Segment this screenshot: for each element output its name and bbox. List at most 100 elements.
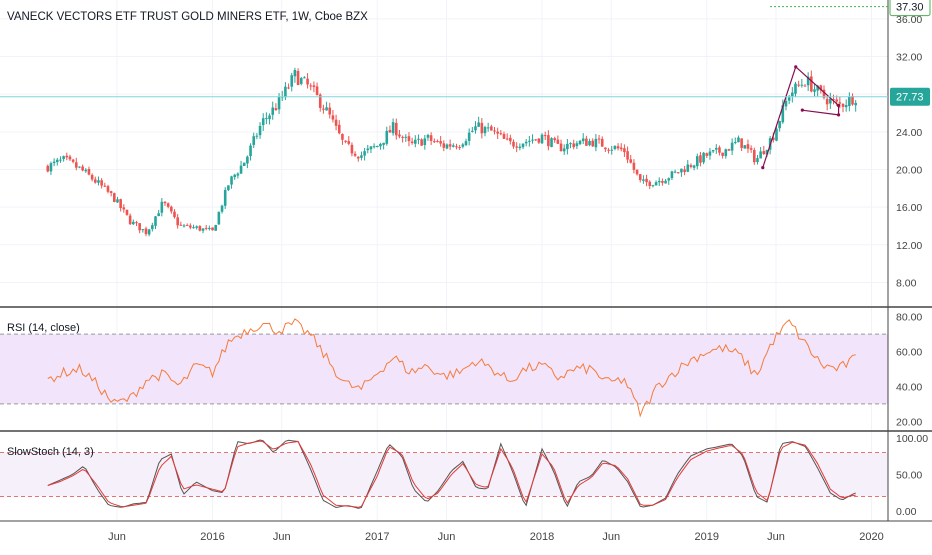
candle-body <box>537 138 541 143</box>
rsi-tick-label: 20.00 <box>896 416 922 428</box>
rsi-tick-label: 40.00 <box>896 381 922 393</box>
candle-body <box>512 141 515 147</box>
candle-body <box>182 225 186 227</box>
x-tick-label: 2019 <box>695 531 719 543</box>
candle-body <box>366 148 370 151</box>
candle-body <box>103 185 107 187</box>
stoch-pane-title: SlowStoch (14, 3) <box>7 446 94 458</box>
wedge-pattern-drawing[interactable] <box>761 65 841 170</box>
candle-body <box>572 143 576 148</box>
candle-body <box>540 134 544 144</box>
candle-body <box>651 185 655 187</box>
candle-body <box>705 153 709 156</box>
candle-body <box>436 141 439 143</box>
x-tick-label: Jun <box>273 531 291 543</box>
candle-body <box>261 118 265 126</box>
candle-body <box>429 135 433 141</box>
candle-body <box>100 180 103 186</box>
candle-body <box>575 143 579 147</box>
candle-body <box>87 168 91 175</box>
candle-body <box>385 130 389 144</box>
candle-body <box>74 162 78 168</box>
candle-body <box>328 107 332 115</box>
candle-body <box>642 179 645 181</box>
candle-body <box>204 227 208 229</box>
candle-body <box>832 99 835 101</box>
candle-body <box>825 98 829 105</box>
candle-body <box>249 145 252 157</box>
candle-body <box>306 78 309 85</box>
candle-body <box>569 143 572 145</box>
candle-body <box>217 212 221 225</box>
candle-body <box>293 69 297 77</box>
candle-body <box>214 225 217 231</box>
candle-body <box>778 121 781 129</box>
candle-body <box>265 118 268 120</box>
candle-body <box>531 139 534 141</box>
candle-body <box>189 225 192 228</box>
candle-body <box>68 156 72 160</box>
candle-body <box>578 140 582 145</box>
candle-body <box>490 126 493 131</box>
candle-body <box>648 181 652 186</box>
candle-body <box>480 122 484 134</box>
candle-body <box>657 180 661 183</box>
candle-body <box>670 171 674 179</box>
x-tick-label: Jun <box>108 531 126 543</box>
high-marker-badge <box>889 0 931 17</box>
candle-body <box>604 147 607 150</box>
candle-body <box>268 115 271 120</box>
candle-body <box>303 77 306 79</box>
candle-body <box>550 138 553 148</box>
candle-body <box>360 155 363 158</box>
candle-body <box>239 165 243 174</box>
candle-body <box>299 78 303 84</box>
candle-body <box>287 87 290 89</box>
candle-body <box>772 137 775 141</box>
candle-body <box>752 150 756 163</box>
candle-body <box>109 191 113 194</box>
rsi-line <box>47 318 856 418</box>
price-tick-label: 16.00 <box>896 202 922 214</box>
candle-body <box>784 100 788 107</box>
candle-body <box>198 226 202 231</box>
chart-title: VANECK VECTORS ETF TRUST GOLD MINERS ETF… <box>7 11 368 23</box>
candle-body <box>588 140 591 146</box>
price-candles[interactable] <box>46 67 857 237</box>
candle-body <box>201 228 205 231</box>
grid-layer <box>0 0 888 520</box>
candle-body <box>524 141 528 144</box>
candle-body <box>607 149 610 151</box>
candle-body <box>708 151 712 156</box>
candle-body <box>616 146 620 149</box>
candle-body <box>413 139 417 144</box>
candle-body <box>252 136 256 145</box>
candle-body <box>271 107 275 115</box>
candle-body <box>683 169 686 172</box>
stoch-tick-label: 100.00 <box>896 433 928 445</box>
candle-body <box>81 166 84 171</box>
candle-body <box>223 189 227 206</box>
candle-body <box>854 102 857 106</box>
candle-body <box>673 171 677 173</box>
pattern-point <box>800 108 804 112</box>
candle-body <box>125 209 129 215</box>
candle-body <box>471 130 474 132</box>
candle-body <box>844 105 848 108</box>
candle-body <box>334 119 338 126</box>
candle-body <box>353 153 357 156</box>
price-tick-label: 12.00 <box>896 240 922 252</box>
candle-body <box>835 99 838 102</box>
candle-body <box>277 97 281 110</box>
candle-body <box>404 136 408 138</box>
candle-body <box>635 169 639 175</box>
candle-body <box>806 76 810 86</box>
candle-body <box>559 143 563 152</box>
candle-body <box>654 182 658 186</box>
candle-body <box>626 151 629 160</box>
candle-body <box>448 144 452 147</box>
candle-body <box>800 84 804 86</box>
candle-body <box>759 151 762 159</box>
candle-body <box>502 133 506 139</box>
